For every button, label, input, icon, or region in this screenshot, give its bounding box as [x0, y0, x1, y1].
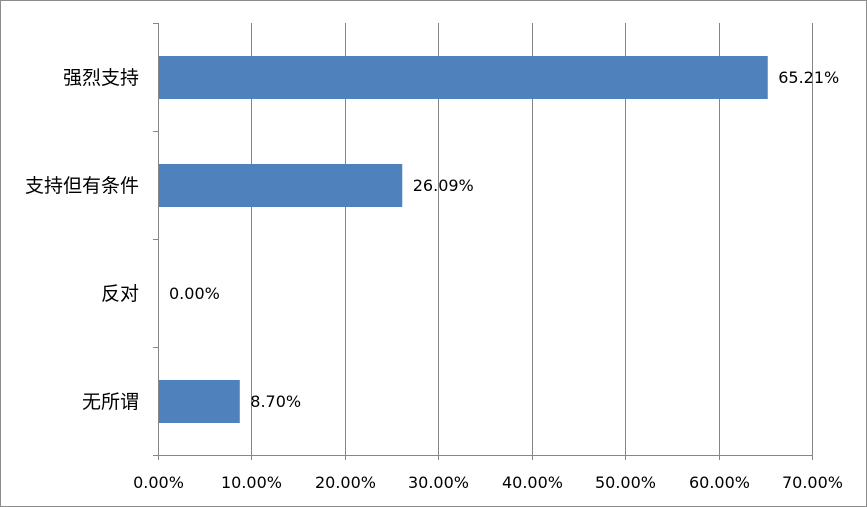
x-tick-label-0: 0.00% — [133, 473, 184, 492]
bars — [158, 56, 768, 423]
bar-0 — [158, 56, 768, 99]
labels: 65.21% 强烈支持 26.09% 支持但有条件 0.00% 反对 8.70% 无所谓 0.0… — [25, 67, 843, 492]
x-tick-label-1: 10.00% — [221, 473, 282, 492]
x-tick-label-3: 30.00% — [408, 473, 469, 492]
data-label-2: 0.00% — [169, 284, 220, 303]
category-label-0: 强烈支持 — [63, 67, 139, 89]
category-label-2: 反对 — [101, 283, 139, 305]
bar-1 — [158, 164, 403, 207]
category-label-3: 无所谓 — [82, 391, 139, 413]
x-tick-label-2: 20.00% — [315, 473, 376, 492]
x-tick-label-6: 60.00% — [689, 473, 750, 492]
x-tick-label-4: 40.00% — [502, 473, 563, 492]
data-label-1: 26.09% — [413, 176, 474, 195]
x-tick-label-7: 70.00% — [782, 473, 843, 492]
bar-3 — [158, 380, 240, 423]
axes — [153, 23, 813, 460]
x-tick-label-5: 50.00% — [595, 473, 656, 492]
data-label-0: 65.21% — [778, 68, 839, 87]
data-label-3: 8.70% — [250, 392, 301, 411]
category-label-1: 支持但有条件 — [25, 175, 139, 197]
